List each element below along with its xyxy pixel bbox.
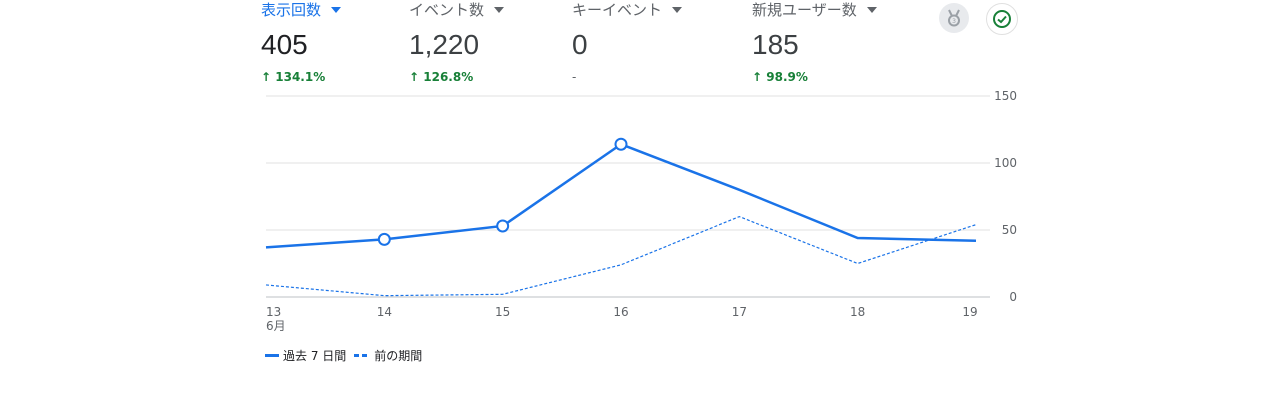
- y-tick-label: 150: [994, 89, 1017, 103]
- chart-legend: 過去 7 日間 前の期間: [265, 347, 430, 364]
- legend-previous-label: 前の期間: [374, 349, 423, 363]
- legend-current: 過去 7 日間: [265, 347, 346, 364]
- metric-impressions-label: 表示回数: [261, 1, 322, 19]
- metric-new-users-selector[interactable]: 新規ユーザー数: [752, 0, 877, 20]
- arrow-up-icon: ↑: [752, 70, 763, 84]
- data-point-marker: [377, 232, 391, 246]
- legend-current-label: 過去 7 日間: [283, 349, 347, 363]
- metric-impressions-change: ↑ 134.1%: [261, 70, 325, 84]
- insights-button[interactable]: 3: [939, 3, 969, 33]
- arrow-up-icon: ↑: [261, 70, 272, 84]
- data-point-marker: [614, 137, 628, 151]
- metric-events-selector[interactable]: イベント数: [409, 0, 505, 20]
- legend-dashed-swatch: [354, 354, 371, 357]
- metric-key-events[interactable]: キーイベント 0 -: [572, 0, 683, 84]
- metric-events-label: イベント数: [409, 1, 485, 19]
- previous-period-line: [265, 215, 977, 297]
- metric-key-events-change: -: [572, 70, 577, 84]
- metric-impressions-value: 405: [261, 29, 308, 60]
- medal-icon: 3: [948, 9, 960, 27]
- metric-new-users-label: 新規ユーザー数: [752, 1, 857, 19]
- legend-solid-swatch: [265, 354, 279, 357]
- x-tick-sublabel: 6月: [266, 319, 286, 333]
- x-tick-label: 19: [962, 305, 977, 319]
- metric-impressions-change-value: 134.1%: [275, 70, 326, 84]
- caret-down-icon: [331, 7, 342, 13]
- x-tick-label: 16: [613, 305, 628, 319]
- status-button[interactable]: [986, 3, 1018, 35]
- caret-down-icon: [494, 7, 505, 13]
- arrow-up-icon: ↑: [409, 70, 420, 84]
- metric-new-users[interactable]: 新規ユーザー数 185 ↑ 98.9%: [752, 0, 877, 84]
- caret-down-icon: [866, 7, 877, 13]
- metric-events[interactable]: イベント数 1,220 ↑ 126.8%: [409, 0, 505, 84]
- current-period-line: [265, 142, 977, 249]
- check-circle-icon: [993, 10, 1011, 28]
- x-tick-label: 13: [266, 305, 281, 319]
- metric-events-change: ↑ 126.8%: [409, 70, 473, 84]
- caret-down-icon: [672, 7, 683, 13]
- metric-impressions-selector[interactable]: 表示回数: [261, 0, 342, 20]
- legend-previous: 前の期間: [354, 347, 422, 364]
- x-tick-label: 15: [495, 305, 510, 319]
- metric-impressions[interactable]: 表示回数 405 ↑ 134.1%: [261, 0, 342, 84]
- metric-new-users-change: ↑ 98.9%: [752, 70, 808, 84]
- metric-new-users-change-value: 98.9%: [766, 70, 808, 84]
- y-tick-label: 100: [994, 156, 1017, 170]
- metric-events-change-value: 126.8%: [423, 70, 474, 84]
- svg-text:3: 3: [952, 18, 956, 25]
- x-tick-label: 18: [850, 305, 865, 319]
- x-tick-label: 14: [377, 305, 392, 319]
- y-tick-label: 0: [1009, 290, 1017, 304]
- metric-key-events-label: キーイベント: [572, 1, 663, 19]
- x-tick-label: 17: [732, 305, 747, 319]
- metric-key-events-selector[interactable]: キーイベント: [572, 0, 683, 20]
- metric-events-value: 1,220: [409, 29, 480, 60]
- metric-new-users-value: 185: [752, 29, 799, 60]
- metric-key-events-value: 0: [572, 29, 588, 60]
- data-point-marker: [496, 219, 510, 233]
- y-tick-label: 50: [1002, 223, 1017, 237]
